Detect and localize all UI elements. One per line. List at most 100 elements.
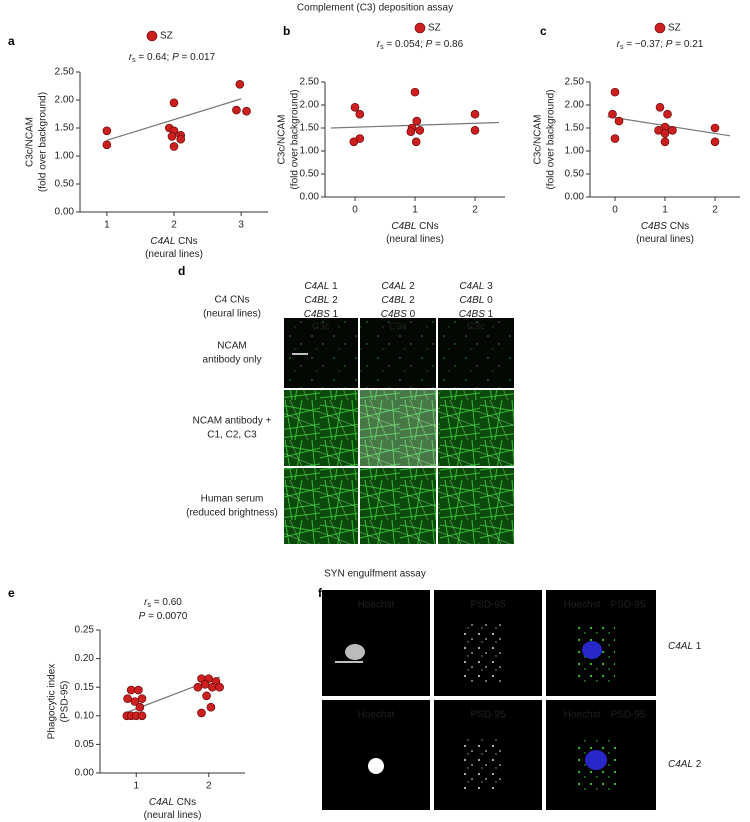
point bbox=[610, 134, 620, 143]
text-piece: C4AL bbox=[459, 281, 484, 292]
point bbox=[470, 109, 480, 119]
y-axis-label: C3c/NCAM bbox=[25, 117, 36, 167]
point bbox=[655, 103, 665, 112]
point bbox=[130, 697, 140, 706]
micrograph bbox=[322, 590, 430, 696]
point bbox=[215, 682, 224, 692]
section-title: SYN engulfment assay bbox=[324, 569, 426, 580]
nucleus bbox=[582, 641, 602, 659]
row-label: C4AL 2 bbox=[668, 759, 702, 770]
nucleus bbox=[345, 644, 365, 660]
y-axis-label: Phagocytic index bbox=[47, 664, 58, 740]
text-piece: s bbox=[620, 44, 624, 51]
column-header: C4BS 1 bbox=[459, 309, 494, 320]
panel-label: a bbox=[8, 34, 15, 48]
row-label: NCAM antibody + bbox=[193, 416, 272, 427]
point bbox=[167, 132, 177, 141]
stain-label: C3c bbox=[312, 322, 330, 333]
point bbox=[137, 694, 147, 703]
x-tick-label: 1 bbox=[133, 781, 139, 792]
x-tick-label: 2 bbox=[712, 205, 718, 216]
text-piece: C4AL bbox=[668, 759, 693, 770]
micrograph bbox=[284, 390, 358, 466]
y-tick-label: 0.25 bbox=[75, 625, 95, 636]
text-piece: (neural lines) bbox=[386, 234, 444, 245]
point bbox=[102, 140, 112, 150]
micrograph bbox=[360, 318, 436, 388]
point bbox=[470, 126, 480, 135]
point bbox=[126, 685, 136, 695]
y-axis-label: C3c/NCAM bbox=[277, 114, 288, 164]
channel-label: Hoechst bbox=[358, 710, 395, 721]
micrograph bbox=[438, 318, 514, 388]
text-piece: r bbox=[617, 39, 621, 50]
text-piece: 2 bbox=[329, 295, 338, 306]
y-tick-label: 0.50 bbox=[55, 179, 75, 190]
point bbox=[610, 87, 620, 97]
x-axis-label: C4AL CNs bbox=[150, 236, 197, 247]
column-header: C4BL 2 bbox=[381, 295, 415, 306]
text-piece: C4BS bbox=[304, 309, 330, 320]
y-tick-label: 0.50 bbox=[565, 169, 585, 180]
point bbox=[710, 123, 720, 133]
y-axis-label: (fold over background) bbox=[546, 89, 557, 189]
y-axis-label: (PSD-95) bbox=[60, 681, 71, 723]
y-tick-label: 0.00 bbox=[75, 768, 95, 779]
y-axis-label: C3c/NCAM bbox=[533, 114, 544, 164]
text-piece: C4AL bbox=[150, 236, 175, 247]
point bbox=[193, 682, 203, 692]
trend-line bbox=[106, 98, 242, 141]
point bbox=[411, 137, 421, 147]
text-piece: C4AL bbox=[668, 641, 693, 652]
x-axis-label: C4BL CNs bbox=[391, 221, 438, 232]
text-piece: s bbox=[132, 57, 136, 64]
row-label: C4AL 1 bbox=[668, 641, 702, 652]
panel-f: f bbox=[318, 586, 656, 810]
y-tick-label: 1.00 bbox=[300, 146, 320, 157]
text-piece: r bbox=[377, 39, 381, 50]
panel-label: b bbox=[283, 24, 290, 38]
text-piece: s bbox=[380, 44, 384, 51]
text-piece: 1 bbox=[330, 309, 339, 320]
point bbox=[200, 680, 210, 689]
text-piece: C4BS bbox=[641, 221, 667, 232]
y-tick-label: 0.00 bbox=[55, 207, 75, 218]
point bbox=[660, 137, 670, 147]
text-piece: = 0.60 bbox=[151, 597, 182, 608]
point bbox=[242, 106, 251, 116]
point bbox=[660, 129, 670, 138]
x-axis-label: (neural lines) bbox=[386, 234, 444, 245]
point bbox=[406, 127, 416, 136]
puncta bbox=[462, 622, 504, 682]
column-header: (neural lines) bbox=[203, 309, 261, 320]
y-tick-label: 2.50 bbox=[565, 77, 585, 88]
row-label: C1, C2, C3 bbox=[207, 430, 257, 441]
puncta bbox=[462, 738, 506, 792]
text-piece: C4BS bbox=[459, 309, 485, 320]
point bbox=[176, 134, 186, 144]
y-tick-label: 1.50 bbox=[565, 123, 585, 134]
text-piece: (neural lines) bbox=[636, 234, 694, 245]
y-tick-label: 2.50 bbox=[300, 77, 320, 88]
row-label: antibody only bbox=[203, 355, 262, 366]
x-axis-label: (neural lines) bbox=[144, 810, 202, 821]
y-tick-label: 2.50 bbox=[55, 67, 75, 78]
row-label: NCAM bbox=[217, 341, 246, 352]
point bbox=[123, 694, 132, 703]
text-piece: CNs bbox=[175, 236, 197, 247]
x-axis-label: (neural lines) bbox=[636, 234, 694, 245]
text-piece: C4AL bbox=[149, 797, 174, 808]
micrograph bbox=[438, 390, 514, 466]
channel-label: Hoechst bbox=[564, 710, 601, 721]
text-piece: C4AL bbox=[304, 281, 329, 292]
text-piece: 3 bbox=[484, 281, 493, 292]
text-piece: P bbox=[139, 611, 146, 622]
y-tick-label: 2.00 bbox=[565, 100, 585, 111]
text-piece: 2 bbox=[693, 759, 702, 770]
point bbox=[355, 109, 365, 119]
y-tick-label: 1.50 bbox=[300, 123, 320, 134]
panel-label: c bbox=[540, 24, 547, 38]
column-header: C4AL 3 bbox=[459, 281, 493, 292]
column-header: C4BL 2 bbox=[304, 295, 338, 306]
